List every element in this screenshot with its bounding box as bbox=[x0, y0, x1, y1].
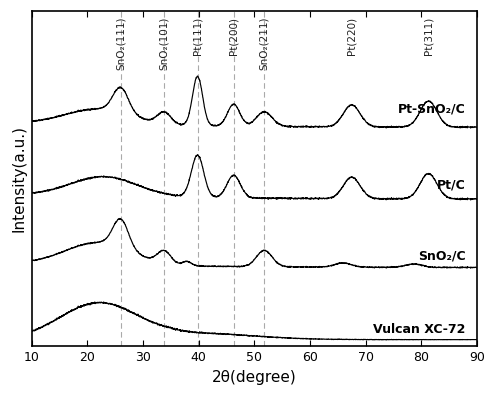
Text: Pt-SnO₂/C: Pt-SnO₂/C bbox=[398, 102, 466, 115]
Text: SnO₂(111): SnO₂(111) bbox=[116, 17, 125, 70]
Text: SnO₂/C: SnO₂/C bbox=[418, 249, 466, 262]
Text: SnO₂(101): SnO₂(101) bbox=[159, 17, 169, 70]
Text: Pt(311): Pt(311) bbox=[424, 17, 434, 55]
Text: Pt(220): Pt(220) bbox=[347, 17, 357, 55]
Text: Pt/C: Pt/C bbox=[437, 178, 466, 191]
Text: Vulcan XC-72: Vulcan XC-72 bbox=[373, 322, 466, 335]
Text: Pt(200): Pt(200) bbox=[229, 17, 239, 55]
Text: SnO₂(211): SnO₂(211) bbox=[259, 17, 269, 70]
X-axis label: 2θ(degree): 2θ(degree) bbox=[212, 370, 297, 385]
Y-axis label: Intensity(a.u.): Intensity(a.u.) bbox=[11, 125, 26, 232]
Text: Pt(111): Pt(111) bbox=[192, 17, 202, 55]
